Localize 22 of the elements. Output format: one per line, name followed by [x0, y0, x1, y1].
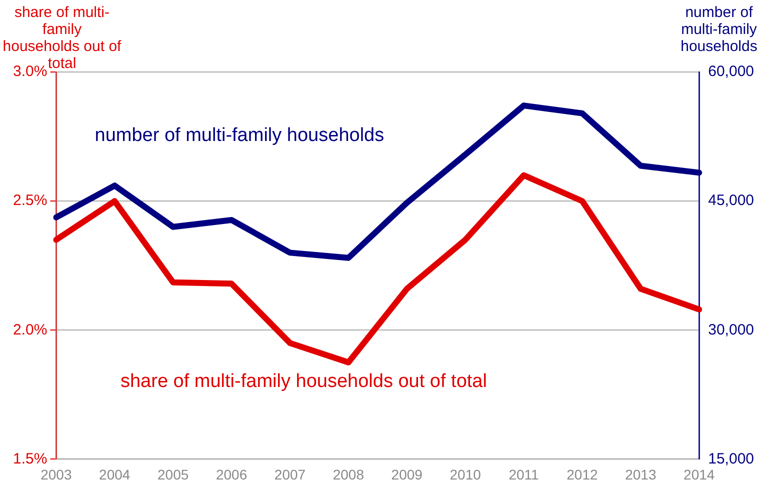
- x-tick-label: 2012: [566, 466, 598, 482]
- y-tick-label: 2.5%: [12, 192, 48, 210]
- x-tick-label: 2011: [508, 466, 540, 482]
- x-tick-label: 2009: [391, 466, 423, 482]
- y2-tick-label: 45,000: [708, 192, 754, 210]
- y2-tick-label: 60,000: [708, 63, 754, 80]
- x-tick-label: 2008: [332, 466, 364, 482]
- x-tick-label: 2004: [99, 466, 130, 482]
- x-tick-label: 2005: [158, 466, 189, 482]
- x-tick-label: 2014: [684, 466, 715, 482]
- x-tick-label: 2006: [216, 466, 248, 482]
- y-tick-label: 2.0%: [12, 321, 48, 338]
- x-tick-label: 2007: [274, 466, 306, 482]
- x-tick-label: 2003: [40, 466, 72, 482]
- y-tick-label: 1.5%: [12, 450, 48, 468]
- text: number of multi-family households: [94, 125, 384, 146]
- y2-axis-title: number of multi-family households: [680, 4, 758, 55]
- x-tick-label: 2013: [625, 466, 656, 482]
- y2-tick-label: 30,000: [708, 321, 754, 338]
- y2-tick-label: 15,000: [708, 450, 754, 468]
- series-label: share of multi-family households out of total: [120, 370, 487, 392]
- x-tick-label: 2010: [450, 466, 482, 482]
